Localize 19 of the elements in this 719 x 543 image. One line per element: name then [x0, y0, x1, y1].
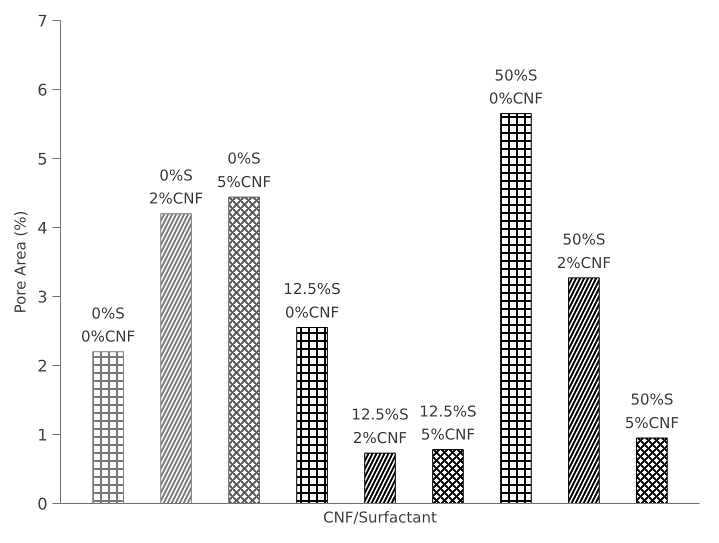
x-tick-label: 12.5%S 5%CNF — [419, 402, 477, 444]
y-tick-label: 2 — [37, 356, 48, 376]
x-tick-label: 0%S 2%CNF — [149, 166, 204, 208]
y-tick-label: 1 — [37, 426, 48, 444]
x-tick-label: 0%S 5%CNF — [216, 150, 272, 192]
x-axis-title: CNF/Surfactant — [323, 508, 437, 526]
x-tick-label: 50%S 2%CNF — [556, 230, 611, 272]
x-tick-label: 0%S 0%CNF — [81, 304, 136, 346]
x-tick-label: 50%S 0%CNF — [488, 66, 544, 108]
x-tick-label: 12.5%S 0%CNF — [283, 280, 341, 322]
x-tick-label: 12.5%S 2%CNF — [351, 406, 409, 448]
y-tick-label: 5 — [37, 150, 48, 168]
y-tick-label: 6 — [37, 80, 48, 100]
y-tick-label: 7 — [37, 12, 48, 30]
y-tick-label: 4 — [37, 218, 48, 238]
y-axis-title: Pore Area (%) — [11, 210, 30, 314]
y-tick-label: 0 — [37, 494, 48, 514]
y-tick-label: 3 — [37, 288, 48, 306]
x-tick-label: 50%S 5%CNF — [624, 390, 679, 432]
